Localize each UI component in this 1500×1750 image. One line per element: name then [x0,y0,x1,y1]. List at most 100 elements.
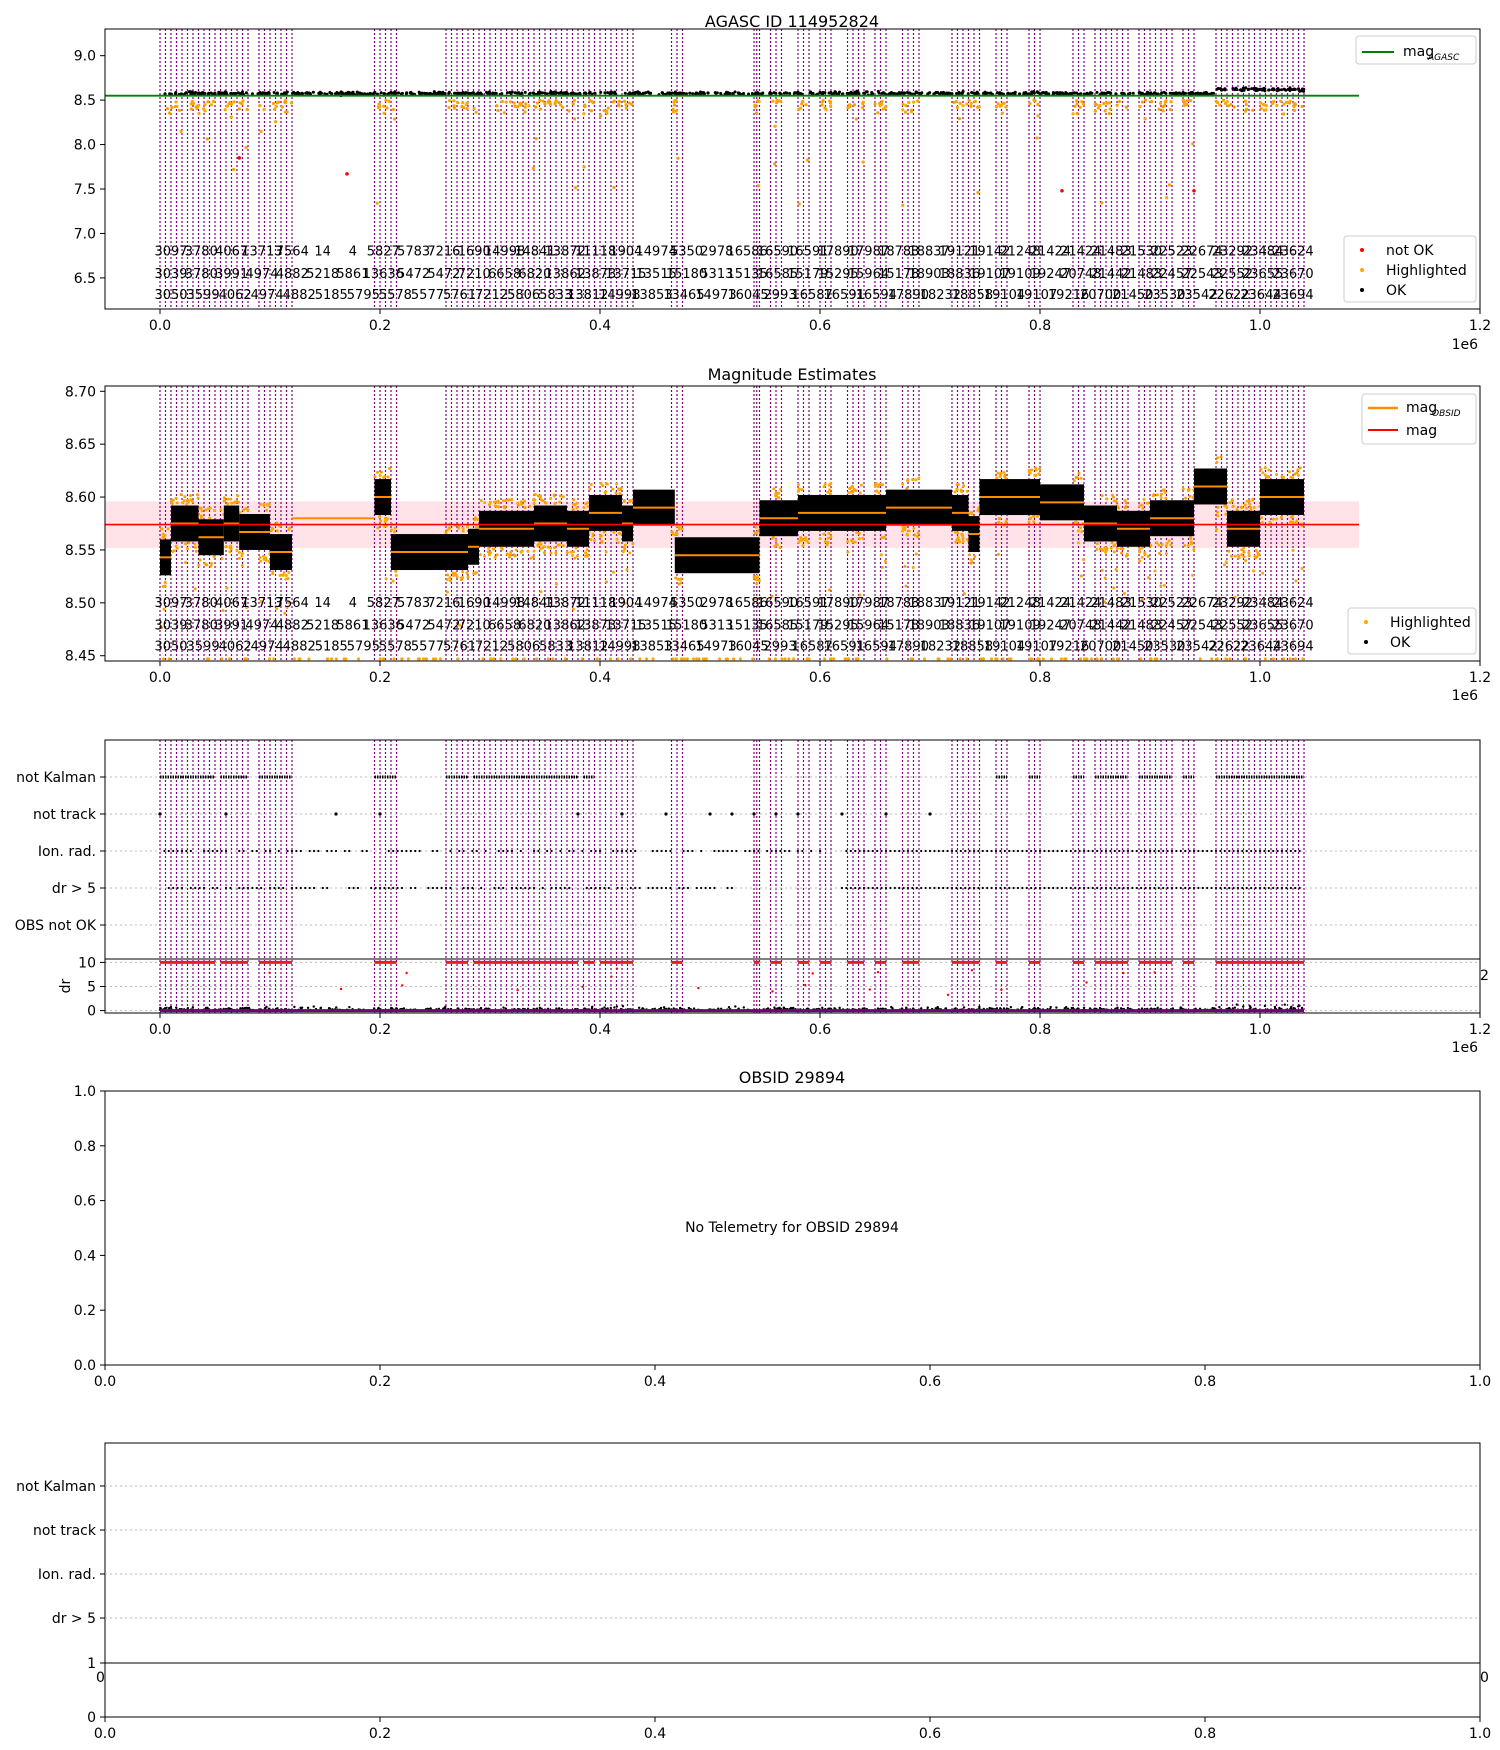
highlighted-point [466,575,470,579]
highlighted-point [1264,104,1268,108]
dr-gt5-mark [554,886,558,890]
highlighted-point [536,543,540,547]
highlighted-point [534,137,538,141]
highlighted-point [571,507,575,511]
dr-gt5-mark [1104,886,1108,890]
highlighted-point [1259,106,1263,111]
dr-gt5-mark [255,886,258,890]
highlighted-point [829,104,833,108]
highlighted-point [875,489,879,493]
dr-gt5-mark [1267,886,1270,890]
ion-rad-mark [568,849,571,853]
highlighted-point [246,508,250,512]
highlighted-point [1242,550,1246,554]
obsid-label: 21530 [1121,596,1162,611]
dr-point [1290,1005,1293,1009]
ok-point [818,90,822,94]
highlighted-point [996,102,1000,106]
highlighted-point [850,490,854,494]
obsid-label: 14 [314,596,331,611]
highlighted-point [623,601,627,605]
legend-mag-label: mag [1406,423,1437,439]
ok-point [599,90,603,94]
highlighted-point [858,593,862,597]
ion-rad-mark [277,849,280,853]
highlighted-point [504,499,508,503]
highlighted-point [522,657,526,661]
highlighted-point [573,556,577,560]
not-track-mark [334,812,338,816]
highlighted-point [174,100,178,104]
dr-gt5-mark [568,886,571,890]
ion-rad-mark [1144,849,1147,853]
y-tick-label: 0.6 [74,1194,96,1210]
ion-rad-mark [220,849,223,853]
dr-point [637,1006,641,1009]
ion-rad-mark [651,849,654,853]
ok-point [961,90,965,94]
obsid-label: 3991 [215,267,248,282]
ion-rad-mark [167,849,170,853]
highlighted-point [1100,494,1104,498]
dr-gt5-mark [519,886,522,890]
highlighted-point [1169,543,1173,547]
highlighted-point [575,506,579,510]
highlighted-point [1167,183,1172,187]
dr-gt5-mark [224,886,228,890]
obsid-label: 16045 [727,639,768,654]
ion-rad-mark [664,849,668,853]
highlighted-point [275,101,279,105]
ok-point [379,91,383,95]
highlighted-point [907,529,911,533]
highlighted-point [523,110,527,114]
highlighted-point [572,498,576,502]
highlighted-point [561,105,565,109]
ok-point [688,91,692,95]
ion-rad-mark [955,849,958,853]
ion-rad-mark [211,849,214,853]
highlighted-point [1003,475,1007,479]
highlighted-point [645,657,649,661]
highlighted-point [538,98,542,102]
ion-rad-mark [946,849,949,853]
ok-point [443,91,447,95]
dr-gt5-mark [1276,886,1279,890]
dr-point [1300,1006,1304,1010]
x-tick-label: 0.2 [369,1726,391,1742]
ok-point [508,90,512,94]
ok-point [543,91,547,95]
highlighted-point [825,543,829,547]
ion-rad-mark [1060,849,1064,853]
agasc-legend-bottom-box [1343,235,1477,303]
highlighted-point [901,203,905,207]
ion-rad-mark [1210,849,1213,853]
dr-outlier [401,984,404,987]
ion-rad-mark [1021,849,1024,853]
highlighted-point [916,531,920,535]
highlighted-point [970,560,974,564]
highlighted-point [1073,104,1077,108]
obsid-label: 14973 [695,639,736,654]
obsid-label: 19104 [984,639,1025,654]
highlighted-point [1242,555,1246,559]
dr-gt5-mark [471,886,474,890]
dr-gt5-mark [167,886,170,890]
agasc-x-exponent: 1e6 [1452,337,1479,353]
dr-outlier [339,987,343,991]
highlighted-point [572,117,577,121]
highlighted-point [288,526,292,530]
highlighted-point [229,547,233,551]
ion-rad-mark [598,849,602,853]
ion-rad-mark [691,849,694,853]
ok-point [760,92,764,96]
highlighted-point [278,573,282,577]
highlighted-point [284,577,288,581]
ok-point [311,90,315,94]
obsid-label: 23542 [1176,639,1217,654]
dr-gt5-mark [1245,886,1248,890]
highlighted-point [546,657,550,661]
highlighted-point [567,109,571,113]
highlighted-point [580,657,584,661]
dr-gt5-mark [1047,886,1050,890]
obsid-label: 6658 [488,267,521,282]
